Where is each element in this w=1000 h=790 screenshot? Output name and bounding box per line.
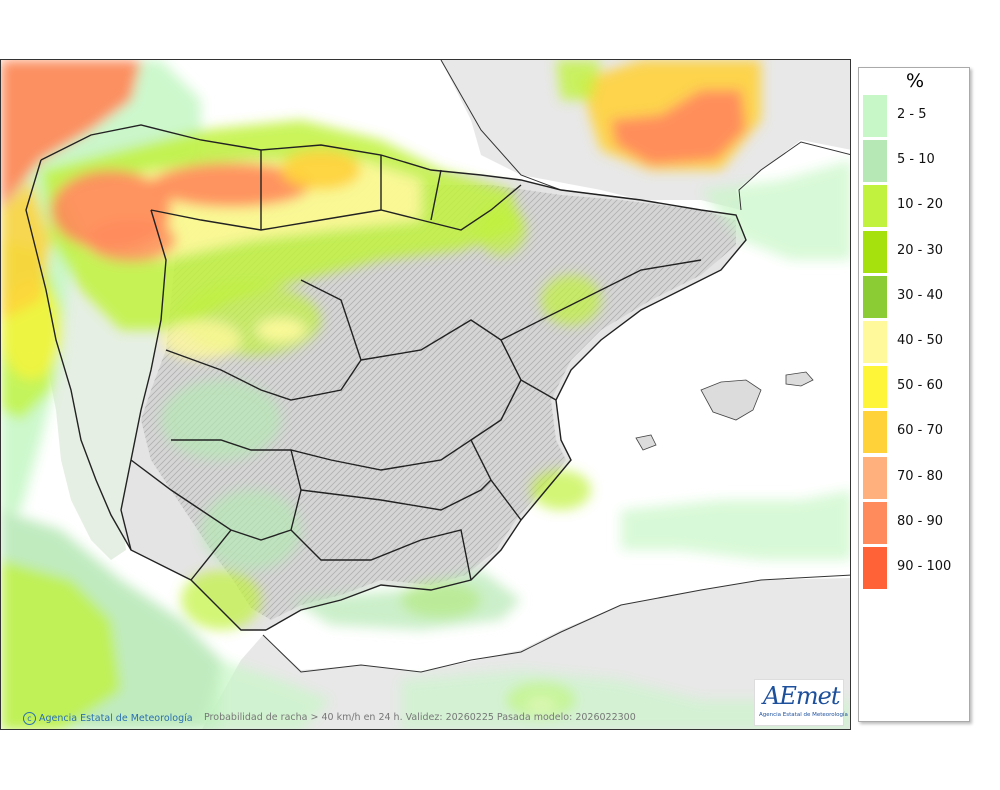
- legend-item: 90 - 100: [863, 547, 967, 589]
- legend-swatch: [863, 547, 887, 589]
- legend-swatch: [863, 230, 887, 273]
- legend-item: 5 - 10: [863, 140, 967, 183]
- legend-title: %: [905, 70, 925, 92]
- legend-item: 70 - 80: [863, 456, 967, 499]
- logo-text: AEmet: [763, 682, 840, 710]
- forecast-map: [0, 59, 851, 730]
- legend-item: 80 - 90: [863, 501, 967, 544]
- legend-swatch: [863, 366, 887, 409]
- legend-swatch: [863, 95, 887, 137]
- legend-label: 60 - 70: [897, 423, 944, 439]
- legend-swatch: [863, 185, 887, 228]
- copyright-icon: c: [23, 712, 36, 725]
- legend-item: 40 - 50: [863, 321, 967, 363]
- legend-item: 30 - 40: [863, 275, 967, 318]
- legend-label: 40 - 50: [897, 333, 944, 348]
- legend-label: 70 - 80: [897, 468, 944, 484]
- region-borders: [25, 124, 747, 631]
- legend-label: 10 - 20: [897, 197, 944, 213]
- probability-fields: [1, 60, 850, 729]
- logo-subtitle: Agencia Estatal de Meteorología: [759, 712, 848, 718]
- legend-label: 90 - 100: [897, 559, 952, 574]
- legend-label: 5 - 10: [897, 152, 935, 168]
- legend-swatch: [863, 456, 887, 499]
- legend-label: 50 - 60: [897, 378, 944, 394]
- legend-item: 50 - 60: [863, 366, 967, 409]
- map-description: Probabilidad de racha > 40 km/h en 24 h.…: [204, 712, 636, 723]
- legend-item: 20 - 30: [863, 230, 967, 273]
- legend-label: 20 - 30: [897, 242, 944, 258]
- legend-label: 80 - 90: [897, 513, 944, 529]
- legend-item: 2 - 5: [863, 95, 967, 137]
- iberia-map-svg: [1, 60, 850, 729]
- legend-swatch: [863, 411, 887, 454]
- menorca: [785, 371, 814, 387]
- mallorca: [700, 379, 762, 421]
- credit-text: c Agencia Estatal de Meteorología: [23, 712, 193, 725]
- legend-swatch: [863, 140, 887, 183]
- legend-swatch: [863, 501, 887, 544]
- credit-label: Agencia Estatal de Meteorología: [39, 713, 193, 724]
- legend-swatch: [863, 321, 887, 363]
- legend-item: 60 - 70: [863, 411, 967, 454]
- legend-label: 2 - 5: [897, 107, 927, 122]
- legend-item: 10 - 20: [863, 185, 967, 228]
- africa-land: [202, 578, 850, 729]
- legend-label: 30 - 40: [897, 287, 944, 303]
- legend-panel: % 2 - 5 5 - 10 10 - 20 20 - 30 30 - 40 40 - 5…: [858, 67, 970, 722]
- legend-swatch: [863, 275, 887, 318]
- ibiza: [635, 434, 657, 451]
- aemet-logo: AEmet Agencia Estatal de Meteorología: [754, 679, 848, 726]
